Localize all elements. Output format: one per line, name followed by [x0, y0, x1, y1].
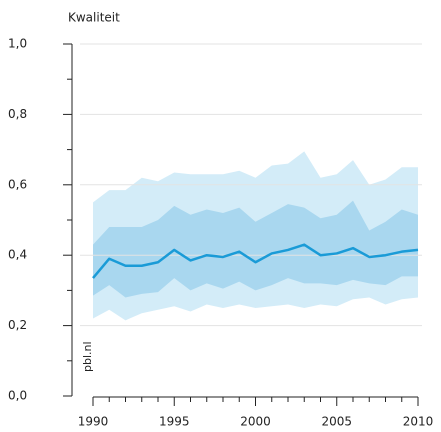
chart-title: Kwaliteit: [68, 11, 120, 25]
bands: [93, 151, 418, 321]
x-tick-label: 1995: [159, 415, 190, 429]
y-tick-label: 0,8: [8, 107, 27, 121]
x-tick-label: 2010: [403, 415, 434, 429]
line: [92, 243, 419, 279]
watermark: pbl.nl: [81, 341, 94, 372]
x-tick-label: 1990: [78, 415, 109, 429]
x-tick-label: 2005: [321, 415, 352, 429]
axes: 0,0 0,2 0,4 0,6 0,8 1,0 1990 1995 2000 2005 2010: [8, 37, 433, 429]
y-tick-label: 0,2: [8, 318, 27, 332]
lines: [92, 243, 419, 279]
y-tick-label: 0,6: [8, 177, 27, 191]
x-tick-label: 2000: [240, 415, 271, 429]
y-tick-label: 0,0: [8, 389, 27, 403]
band: [93, 200, 418, 298]
y-tick-label: 1,0: [8, 37, 27, 51]
y-tick-label: 0,4: [8, 248, 27, 262]
